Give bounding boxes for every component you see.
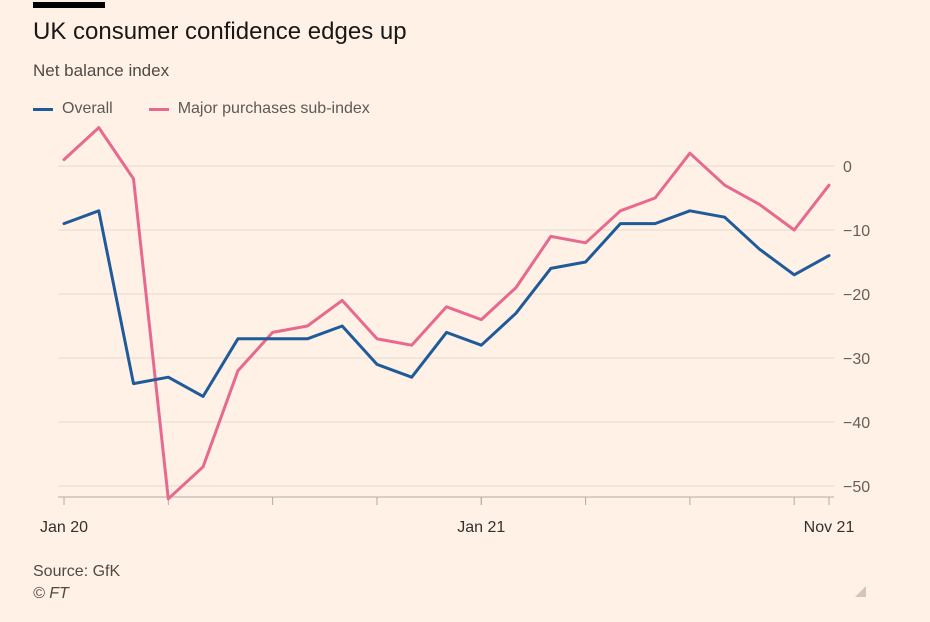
chart-legend: Overall Major purchases sub-index (33, 99, 406, 119)
legend-item-major-purchases: Major purchases sub-index (148, 100, 370, 118)
source-note: Source: GfK (33, 563, 121, 580)
legend-label-overall: Overall (62, 100, 113, 117)
y-tick-label: −30 (843, 351, 870, 368)
y-tick-label: −10 (843, 223, 870, 240)
y-tick-label: −20 (843, 287, 870, 304)
overall-line (62, 209, 831, 398)
y-axis-tick-labels: 0 −10 −20 −30 −40 −50 (843, 159, 870, 496)
ft-brand-bar (33, 2, 105, 8)
chart-title: UK consumer confidence edges up (33, 18, 407, 45)
y-tick-label: −50 (843, 479, 870, 496)
legend-label-major-purchases: Major purchases sub-index (177, 100, 370, 117)
y-tick-label: 0 (843, 159, 852, 176)
x-tick-label: Jan 20 (40, 519, 88, 536)
series-lines (62, 126, 831, 501)
resize-grip-icon[interactable] (853, 584, 867, 598)
major-purchases-line (62, 126, 831, 501)
x-axis: Jan 20 Jan 21 Nov 21 (40, 496, 855, 536)
legend-swatch-overall (33, 107, 53, 111)
y-tick-label: −40 (843, 415, 870, 432)
copyright-credit: © FT (33, 585, 69, 602)
legend-swatch-major-purchases (148, 107, 169, 111)
gridlines (58, 165, 834, 487)
chart-subtitle: Net balance index (33, 61, 170, 80)
x-tick-label: Nov 21 (804, 519, 855, 536)
legend-item-overall: Overall (33, 100, 113, 118)
x-tick-label: Jan 21 (457, 519, 505, 536)
